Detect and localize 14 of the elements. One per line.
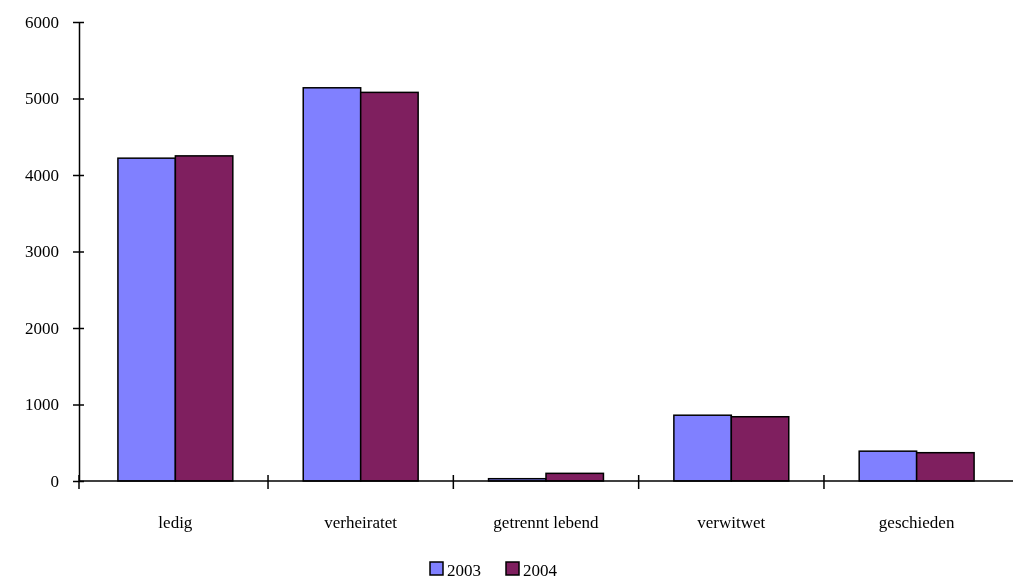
x-tick-label: getrennt lebend xyxy=(493,513,600,532)
x-tick-label: geschieden xyxy=(878,513,955,532)
x-tick-label: verheiratet xyxy=(324,513,398,532)
legend-label: 2004 xyxy=(523,561,558,580)
x-tick-label: ledig xyxy=(158,513,193,532)
y-tick-label: 6000 xyxy=(25,12,59,32)
y-tick-label: 2000 xyxy=(25,318,59,338)
y-tick-label: 5000 xyxy=(25,89,59,109)
y-tick-label: 4000 xyxy=(25,165,59,185)
y-tick-label: 3000 xyxy=(25,242,59,262)
y-tick-label: 1000 xyxy=(25,395,59,415)
x-tick-label: verwitwet xyxy=(697,513,766,532)
legend-label: 2003 xyxy=(447,561,481,580)
y-tick-label: 0 xyxy=(50,471,59,491)
